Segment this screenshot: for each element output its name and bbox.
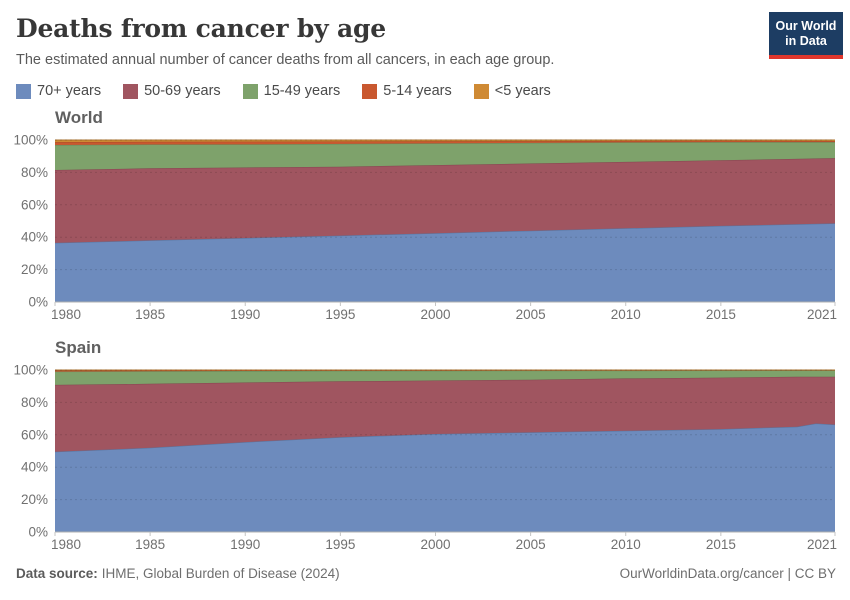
x-tick-label-1985: 1985 [135, 537, 165, 552]
y-tick-label-80: 80% [21, 395, 48, 410]
owid-logo[interactable]: Our World in Data [769, 12, 843, 59]
legend-label: 70+ years [37, 83, 102, 99]
legend-swatch [16, 83, 31, 99]
legend-swatch [473, 83, 489, 99]
x-tick-label-2005: 2005 [516, 537, 546, 552]
legend-item-70-years[interactable]: 70+ years [16, 83, 101, 99]
chart-world-title: World [55, 108, 103, 127]
owid-logo-line2: in Data [785, 34, 827, 48]
x-tick-label-2021: 2021 [807, 307, 837, 322]
footer-source: Data source: IHME, Global Burden of Disea… [16, 566, 340, 581]
footer-link[interactable]: OurWorldinData.org/cancer | CC BY [619, 566, 836, 581]
x-tick-label-1990: 1990 [230, 537, 260, 552]
y-tick-label-20: 20% [21, 492, 48, 507]
x-tick-label-2005: 2005 [516, 307, 546, 322]
area-50-69-years[interactable] [55, 158, 835, 243]
y-tick-label-100: 100% [13, 133, 48, 148]
legend-label: 5-14 years [383, 83, 452, 99]
x-tick-label-1980: 1980 [51, 537, 81, 552]
y-tick-label-60: 60% [21, 427, 48, 442]
y-tick-label-20: 20% [21, 262, 48, 277]
chart-spain: Spain 0% 20% 40% 60% 80% 100% 1980 1985 1990 1995… [0, 338, 850, 554]
x-tick-label-1990: 1990 [230, 307, 260, 322]
chart-spain-title: Spain [55, 338, 102, 357]
y-tick-label-60: 60% [21, 197, 48, 212]
y-tick-label-80: 80% [21, 165, 48, 180]
area-15-49-years[interactable] [55, 142, 835, 170]
y-tick-label-40: 40% [21, 460, 48, 475]
area-50-69-years[interactable] [55, 376, 835, 452]
area--5-years[interactable] [55, 140, 835, 143]
legend-swatch [362, 83, 378, 99]
y-tick-label-40: 40% [21, 230, 48, 245]
footer-source-label: Data source: [16, 566, 98, 581]
x-tick-label-1995: 1995 [325, 307, 355, 322]
legend-item-15-49-years[interactable]: 15-49 years [242, 83, 341, 99]
x-tick-label-1985: 1985 [135, 307, 165, 322]
area-70-years[interactable] [55, 423, 835, 533]
x-tick-label-2010: 2010 [611, 307, 641, 322]
y-tick-label-100: 100% [13, 363, 48, 378]
legend: 70+ years 50-69 years 15-49 years 5-14 year… [16, 83, 551, 99]
footer-source-text: IHME, Global Burden of Disease (2024) [101, 566, 340, 581]
x-tick-label-2021: 2021 [807, 537, 837, 552]
x-tick-label-2015: 2015 [706, 307, 736, 322]
legend-label: <5 years [494, 83, 551, 99]
y-tick-label-0: 0% [28, 525, 48, 540]
legend-item--5-years[interactable]: <5 years [473, 83, 551, 99]
owid-logo-line1: Our World [775, 19, 837, 33]
area-15-49-years[interactable] [55, 370, 835, 385]
y-tick-label-0: 0% [28, 295, 48, 310]
footer: Data source: IHME, Global Burden of Disea… [16, 566, 836, 581]
legend-label: 15-49 years [263, 83, 341, 99]
legend-item-5-14-years[interactable]: 5-14 years [362, 83, 452, 99]
spain-stacked-area-chart[interactable]: 0% 20% 40% 60% 80% 100% 1980 1985 1990 1995 2000 20… [0, 362, 850, 554]
page-title: Deaths from cancer by age [16, 14, 386, 43]
chart-subtitle: The estimated annual number of cancer de… [16, 52, 555, 68]
legend-label: 50-69 years [144, 83, 221, 99]
x-tick-label-1995: 1995 [325, 537, 355, 552]
legend-item-50-69-years[interactable]: 50-69 years [123, 83, 221, 99]
world-stacked-area-chart[interactable]: 0% 20% 40% 60% 80% 100% 1980 1985 1990 1995 2000 20… [0, 132, 850, 324]
x-tick-label-1980: 1980 [51, 307, 81, 322]
x-tick-label-2000: 2000 [420, 537, 450, 552]
legend-swatch [123, 83, 139, 99]
x-tick-label-2010: 2010 [611, 537, 641, 552]
x-tick-label-2015: 2015 [706, 537, 736, 552]
legend-swatch [242, 83, 258, 99]
area-70-years[interactable] [55, 223, 835, 302]
chart-world: World 0% 20% 40% 60% 80% 100% 1980 1985 1990 1995… [0, 108, 850, 324]
x-tick-label-2000: 2000 [420, 307, 450, 322]
